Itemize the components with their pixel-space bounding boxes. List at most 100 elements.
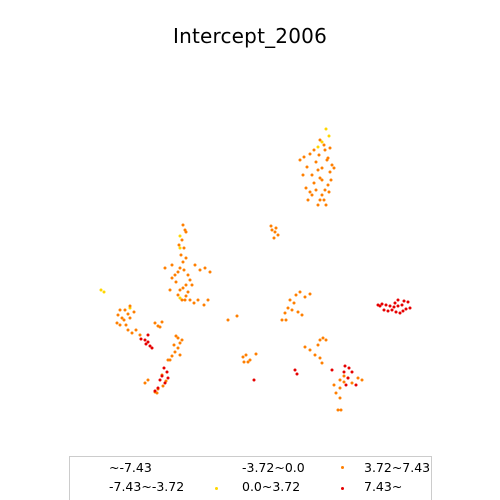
data-point bbox=[166, 358, 170, 362]
data-point bbox=[123, 308, 127, 312]
data-point bbox=[326, 183, 330, 187]
data-point bbox=[316, 203, 320, 207]
data-point bbox=[338, 386, 342, 390]
data-point bbox=[402, 299, 406, 303]
data-point bbox=[316, 145, 320, 149]
data-point bbox=[160, 374, 164, 378]
data-point bbox=[296, 310, 300, 314]
data-point bbox=[184, 256, 188, 260]
data-point bbox=[330, 368, 334, 372]
data-point bbox=[208, 270, 212, 274]
data-point bbox=[286, 306, 290, 310]
data-point bbox=[322, 198, 326, 202]
data-point bbox=[360, 378, 364, 382]
data-point bbox=[329, 178, 333, 182]
data-point bbox=[283, 311, 287, 315]
legend-label-5: 7.43~ bbox=[364, 479, 403, 494]
data-point bbox=[153, 389, 157, 393]
data-point bbox=[184, 283, 188, 287]
data-point bbox=[323, 188, 327, 192]
data-point bbox=[176, 270, 180, 274]
data-point bbox=[172, 343, 176, 347]
data-point bbox=[148, 344, 152, 348]
data-point bbox=[184, 294, 188, 298]
data-point bbox=[177, 243, 181, 247]
data-point bbox=[270, 228, 274, 232]
data-point bbox=[146, 333, 150, 337]
data-point bbox=[408, 306, 412, 310]
data-point bbox=[305, 165, 309, 169]
data-point bbox=[274, 226, 278, 230]
data-point bbox=[193, 263, 197, 267]
data-point bbox=[198, 268, 202, 272]
data-point bbox=[192, 301, 196, 305]
data-point bbox=[324, 338, 328, 342]
data-point bbox=[176, 293, 180, 297]
data-point bbox=[338, 378, 342, 382]
legend: ~-7.43 -7.43~-3.72 -3.72~0.0 0.0~3.72 3.… bbox=[69, 456, 432, 500]
data-point bbox=[155, 391, 159, 395]
data-point bbox=[300, 313, 304, 317]
data-point bbox=[323, 148, 327, 152]
data-point bbox=[178, 341, 182, 345]
data-point bbox=[380, 302, 384, 306]
data-point bbox=[124, 323, 128, 327]
data-point bbox=[339, 408, 343, 412]
legend-label-2: -3.72~0.0 bbox=[242, 460, 305, 475]
data-point bbox=[153, 321, 157, 325]
data-point bbox=[392, 305, 396, 309]
data-point bbox=[293, 368, 297, 372]
data-point bbox=[396, 298, 400, 302]
data-point bbox=[143, 338, 147, 342]
data-point bbox=[272, 236, 276, 240]
legend-label-0: ~-7.43 bbox=[109, 460, 152, 475]
data-point bbox=[203, 266, 207, 270]
data-point bbox=[320, 193, 324, 197]
legend-label-4: 3.72~7.43 bbox=[364, 460, 431, 475]
data-point bbox=[314, 188, 318, 192]
data-point bbox=[181, 223, 185, 227]
data-point bbox=[178, 296, 182, 300]
data-point bbox=[316, 343, 320, 347]
data-point bbox=[146, 378, 150, 382]
data-point bbox=[186, 290, 190, 294]
data-point bbox=[404, 307, 408, 311]
data-point bbox=[318, 338, 322, 342]
data-point bbox=[280, 318, 284, 322]
data-point bbox=[173, 350, 177, 354]
data-point bbox=[242, 360, 246, 364]
data-point bbox=[342, 380, 346, 384]
data-point bbox=[350, 381, 354, 385]
data-point bbox=[334, 391, 338, 395]
data-point bbox=[120, 316, 124, 320]
data-point bbox=[295, 372, 299, 376]
data-point bbox=[388, 304, 392, 308]
data-point bbox=[298, 290, 302, 294]
data-point bbox=[304, 186, 308, 190]
data-point bbox=[328, 146, 332, 150]
data-point bbox=[162, 366, 166, 370]
data-point bbox=[126, 312, 130, 316]
data-point bbox=[244, 353, 248, 357]
data-point bbox=[182, 268, 186, 272]
data-point bbox=[161, 384, 165, 388]
data-point bbox=[181, 286, 185, 290]
data-point bbox=[342, 374, 346, 378]
data-point bbox=[394, 310, 398, 314]
series-0 bbox=[99, 127, 331, 310]
data-point bbox=[102, 290, 106, 294]
data-point bbox=[156, 386, 160, 390]
data-point bbox=[401, 309, 405, 313]
data-point bbox=[338, 396, 342, 400]
data-point bbox=[179, 253, 183, 257]
data-point bbox=[246, 360, 250, 364]
data-point bbox=[254, 352, 258, 356]
data-point bbox=[174, 280, 178, 284]
legend-marker-5 bbox=[341, 487, 344, 490]
data-point bbox=[174, 334, 178, 338]
data-point bbox=[99, 288, 103, 292]
data-point bbox=[146, 340, 150, 344]
data-point bbox=[178, 246, 182, 250]
data-point bbox=[294, 293, 298, 297]
data-point bbox=[248, 358, 252, 362]
